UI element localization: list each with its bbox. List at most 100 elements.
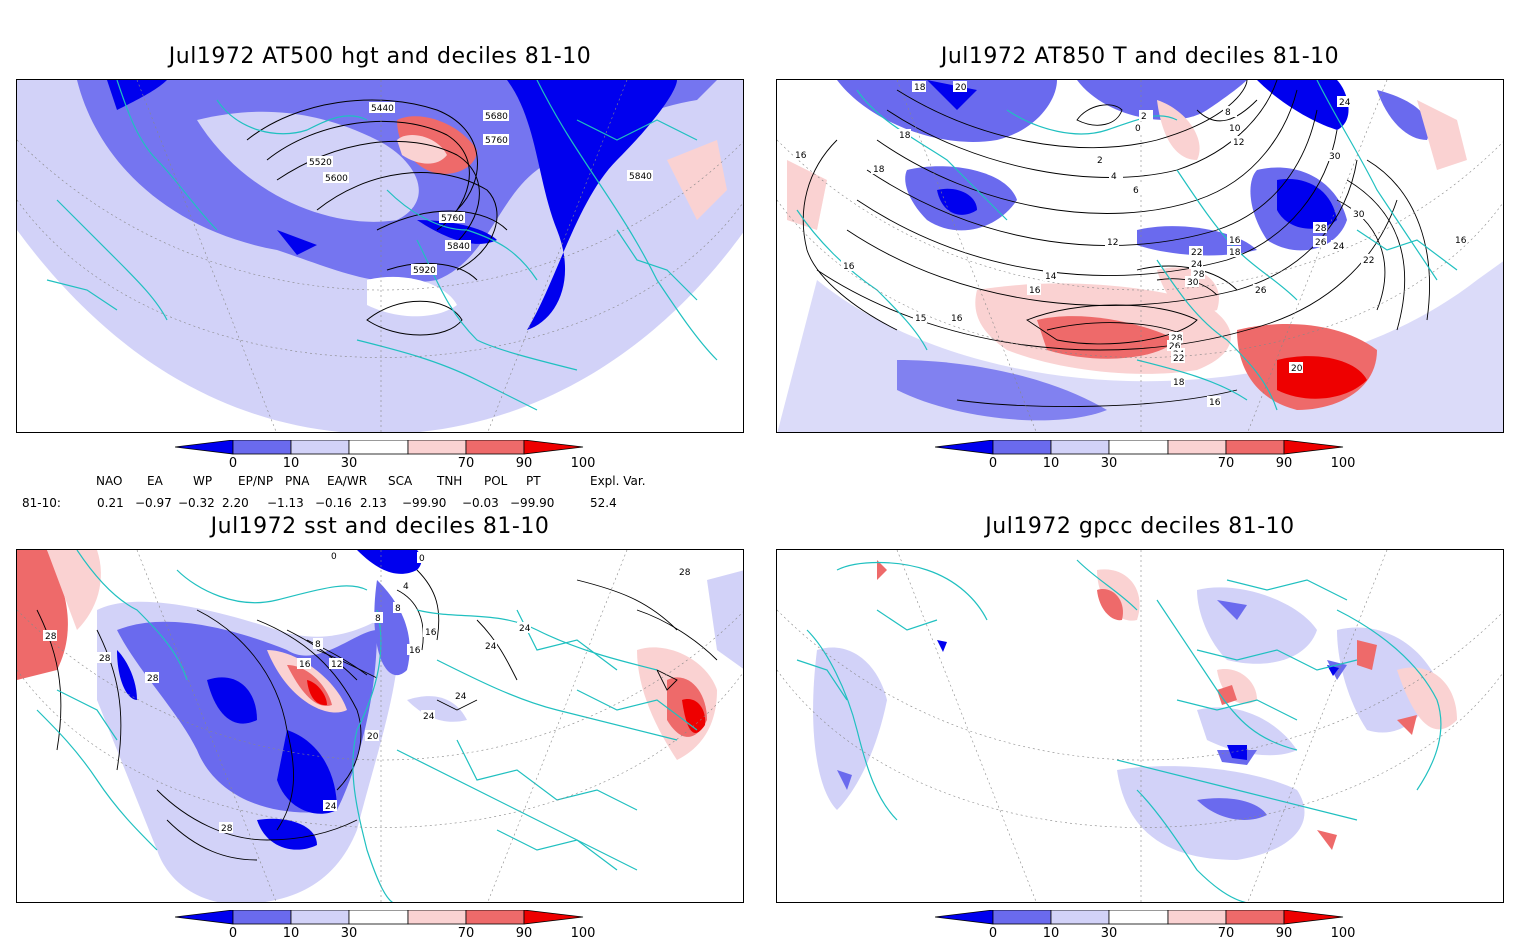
contour-label: 16 bbox=[949, 312, 963, 324]
svg-text:16: 16 bbox=[1029, 286, 1041, 296]
contour-label: 26 bbox=[1167, 340, 1181, 352]
contour-label: 5600 bbox=[323, 172, 349, 184]
svg-text:26: 26 bbox=[1315, 238, 1327, 248]
contour-label: 22 bbox=[1361, 254, 1375, 266]
contour-label: 22 bbox=[1189, 246, 1203, 258]
colorbar-segment bbox=[465, 440, 525, 455]
colorbar-segment bbox=[290, 440, 350, 455]
contour-label: 28 bbox=[1313, 222, 1327, 234]
colorbar-segment bbox=[1108, 910, 1169, 925]
contour-label: 18 bbox=[1171, 376, 1185, 388]
contour-label: 26 bbox=[1313, 236, 1327, 248]
contour-label: 30 bbox=[1327, 150, 1341, 162]
svg-text:24: 24 bbox=[1333, 242, 1345, 252]
colorbar-segment bbox=[1167, 440, 1227, 455]
svg-text:5840: 5840 bbox=[447, 242, 470, 252]
contour-label: 12 bbox=[1231, 136, 1245, 148]
contour-label: 8 bbox=[373, 612, 383, 624]
colorbar-segment bbox=[992, 910, 1052, 925]
svg-text:5840: 5840 bbox=[629, 172, 652, 182]
contour-label: 16 bbox=[407, 644, 421, 656]
svg-text:0: 0 bbox=[1135, 124, 1141, 134]
svg-text:4: 4 bbox=[1111, 172, 1117, 182]
colorbar-segment bbox=[348, 910, 409, 925]
index-value: 0.21 bbox=[97, 496, 124, 510]
svg-text:30: 30 bbox=[1329, 152, 1341, 162]
contour-label: 4 bbox=[1109, 170, 1123, 182]
colorbar-tick-label: 0 bbox=[988, 456, 998, 471]
contour-label: 16 bbox=[1453, 234, 1467, 246]
svg-text:16: 16 bbox=[425, 628, 437, 638]
contour-label: 16 bbox=[841, 260, 855, 272]
index-value: −0.03 bbox=[462, 496, 499, 510]
svg-text:28: 28 bbox=[45, 632, 57, 642]
colorbar-segment bbox=[232, 910, 292, 925]
svg-text:5440: 5440 bbox=[371, 104, 394, 114]
contour-label: 24 bbox=[1331, 240, 1345, 252]
map-panel-t850[interactable]: 18 20 18 16 18 16 15 16 14 16 12 6 4 2 0… bbox=[776, 79, 1504, 433]
svg-text:0: 0 bbox=[419, 554, 425, 564]
svg-text:24: 24 bbox=[519, 624, 531, 634]
svg-text:28: 28 bbox=[221, 824, 233, 834]
map-panel-gpcc[interactable] bbox=[776, 549, 1504, 903]
contour-label: 20 bbox=[1289, 362, 1303, 374]
colorbar-sst: 0 10 30 70 90 100 bbox=[175, 910, 595, 950]
index-value: −0.32 bbox=[178, 496, 215, 510]
svg-text:24: 24 bbox=[485, 642, 497, 652]
contour-label: 24 bbox=[323, 800, 337, 812]
contour-label: 26 bbox=[1253, 284, 1267, 296]
colorbar-tick-label: 30 bbox=[1100, 926, 1118, 941]
svg-text:8: 8 bbox=[1225, 108, 1231, 118]
contour-label: 16 bbox=[1207, 396, 1221, 408]
index-value: 2.13 bbox=[360, 496, 387, 510]
svg-text:5760: 5760 bbox=[485, 136, 508, 146]
index-row-label: 81-10: bbox=[22, 496, 61, 510]
colorbar-segment bbox=[407, 910, 467, 925]
panel-title-t850: Jul1972 AT850 T and deciles 81-10 bbox=[940, 44, 1340, 69]
svg-text:16: 16 bbox=[1455, 236, 1467, 246]
map-panel-hgt[interactable]: 5440 5680 5760 5520 5600 5840 5760 5840 … bbox=[16, 79, 744, 433]
contour-label: 0 bbox=[417, 552, 427, 564]
svg-text:22: 22 bbox=[1191, 248, 1202, 258]
colorbar-tick-label: 90 bbox=[1275, 456, 1293, 471]
contour-label: 24 bbox=[421, 710, 435, 722]
colorbar-tick-label: 90 bbox=[515, 456, 533, 471]
contour-label: 18 bbox=[871, 163, 885, 175]
contour-label: 24 bbox=[1337, 96, 1351, 108]
svg-text:16: 16 bbox=[843, 262, 855, 272]
contour-label: 8 bbox=[313, 638, 323, 650]
colorbar-tick-label: 90 bbox=[1275, 926, 1293, 941]
colorbar-segment bbox=[992, 440, 1052, 455]
contour-label: 20 bbox=[365, 730, 379, 742]
svg-text:28: 28 bbox=[1193, 270, 1205, 280]
svg-text:24: 24 bbox=[325, 802, 337, 812]
contour-label: 5760 bbox=[483, 134, 509, 146]
svg-text:12: 12 bbox=[331, 660, 342, 670]
panel-title-hgt: Jul1972 AT500 hgt and deciles 81-10 bbox=[168, 44, 592, 69]
contour-label: 30 bbox=[1185, 276, 1199, 288]
svg-text:4: 4 bbox=[403, 582, 409, 592]
index-header: POL bbox=[484, 474, 508, 488]
index-value: 2.20 bbox=[222, 496, 249, 510]
svg-text:18: 18 bbox=[899, 131, 911, 141]
contour-label: 0 bbox=[329, 550, 339, 562]
svg-text:12: 12 bbox=[1107, 238, 1118, 248]
index-header: EA bbox=[147, 474, 163, 488]
contour-label: 16 bbox=[297, 658, 311, 670]
contour-label: 16 bbox=[1027, 284, 1041, 296]
contour-label: 5680 bbox=[483, 110, 509, 122]
svg-text:18: 18 bbox=[914, 83, 926, 93]
contour-label: 24 bbox=[1189, 258, 1203, 270]
map-panel-sst[interactable]: 28 28 28 0 0 4 8 8 16 12 16 8 16 20 24 2… bbox=[16, 549, 744, 903]
colorbar-segment bbox=[1050, 910, 1110, 925]
contour-label: 15 bbox=[913, 312, 927, 324]
svg-text:8: 8 bbox=[315, 640, 321, 650]
contour-label: 28 bbox=[1169, 332, 1183, 344]
colorbar-tick-label: 10 bbox=[282, 926, 300, 941]
contour-label: 5520 bbox=[307, 156, 333, 168]
svg-text:16: 16 bbox=[1229, 236, 1241, 246]
svg-text:12: 12 bbox=[1233, 138, 1244, 148]
colorbar-segment bbox=[290, 910, 350, 925]
colorbar-tick-label: 0 bbox=[228, 926, 238, 941]
index-value: −0.16 bbox=[315, 496, 352, 510]
